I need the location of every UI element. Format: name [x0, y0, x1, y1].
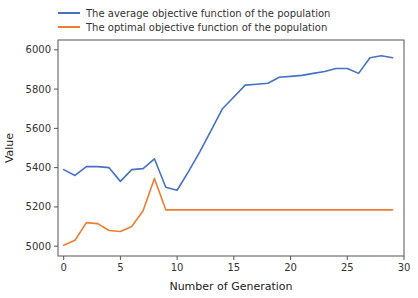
- x-tick: [120, 256, 121, 260]
- y-tick-label: 5000: [26, 241, 51, 252]
- legend-swatch: [58, 12, 80, 14]
- y-tick-label: 5800: [26, 84, 51, 95]
- x-tick: [290, 256, 291, 260]
- x-tick: [63, 256, 64, 260]
- x-tick-label: 10: [171, 262, 184, 273]
- y-tick: [54, 167, 58, 168]
- x-tick-label: 5: [117, 262, 123, 273]
- x-axis-label: Number of Generation: [169, 280, 292, 293]
- y-tick: [54, 89, 58, 90]
- plot-frame: [58, 40, 404, 256]
- y-axis-label: Value: [3, 133, 16, 163]
- y-tick: [54, 206, 58, 207]
- legend-label: The average objective function of the po…: [85, 8, 330, 19]
- x-tick-label: 15: [227, 262, 240, 273]
- x-tick-label: 0: [60, 262, 66, 273]
- chart-svg: 0 5 10 15 20 25 30 5000 5200 5400 5600 5800 6000 Numb…: [0, 0, 418, 298]
- chart-container: 0 5 10 15 20 25 30 5000 5200 5400 5600 5800 6000 Numb…: [0, 0, 418, 298]
- x-tick-label: 30: [398, 262, 411, 273]
- x-tick: [177, 256, 178, 260]
- x-tick: [404, 256, 405, 260]
- legend-label: The optimal objective function of the po…: [85, 22, 327, 33]
- y-tick-label: 5400: [26, 162, 51, 173]
- series-line: [64, 56, 393, 191]
- legend-swatch: [58, 26, 80, 28]
- plot-area: [64, 56, 393, 245]
- y-tick-label: 6000: [26, 44, 51, 55]
- y-axis: 5000 5200 5400 5600 5800 6000: [26, 44, 58, 251]
- y-tick: [54, 49, 58, 50]
- y-tick: [54, 128, 58, 129]
- y-tick-label: 5600: [26, 123, 51, 134]
- y-tick: [54, 246, 58, 247]
- x-axis: 0 5 10 15 20 25 30: [60, 256, 410, 273]
- x-tick: [233, 256, 234, 260]
- x-tick-label: 20: [284, 262, 297, 273]
- y-tick-label: 5200: [26, 201, 51, 212]
- x-tick-label: 25: [341, 262, 354, 273]
- x-tick: [347, 256, 348, 260]
- series-line: [64, 178, 393, 245]
- legend: The average objective function of the po…: [58, 8, 330, 33]
